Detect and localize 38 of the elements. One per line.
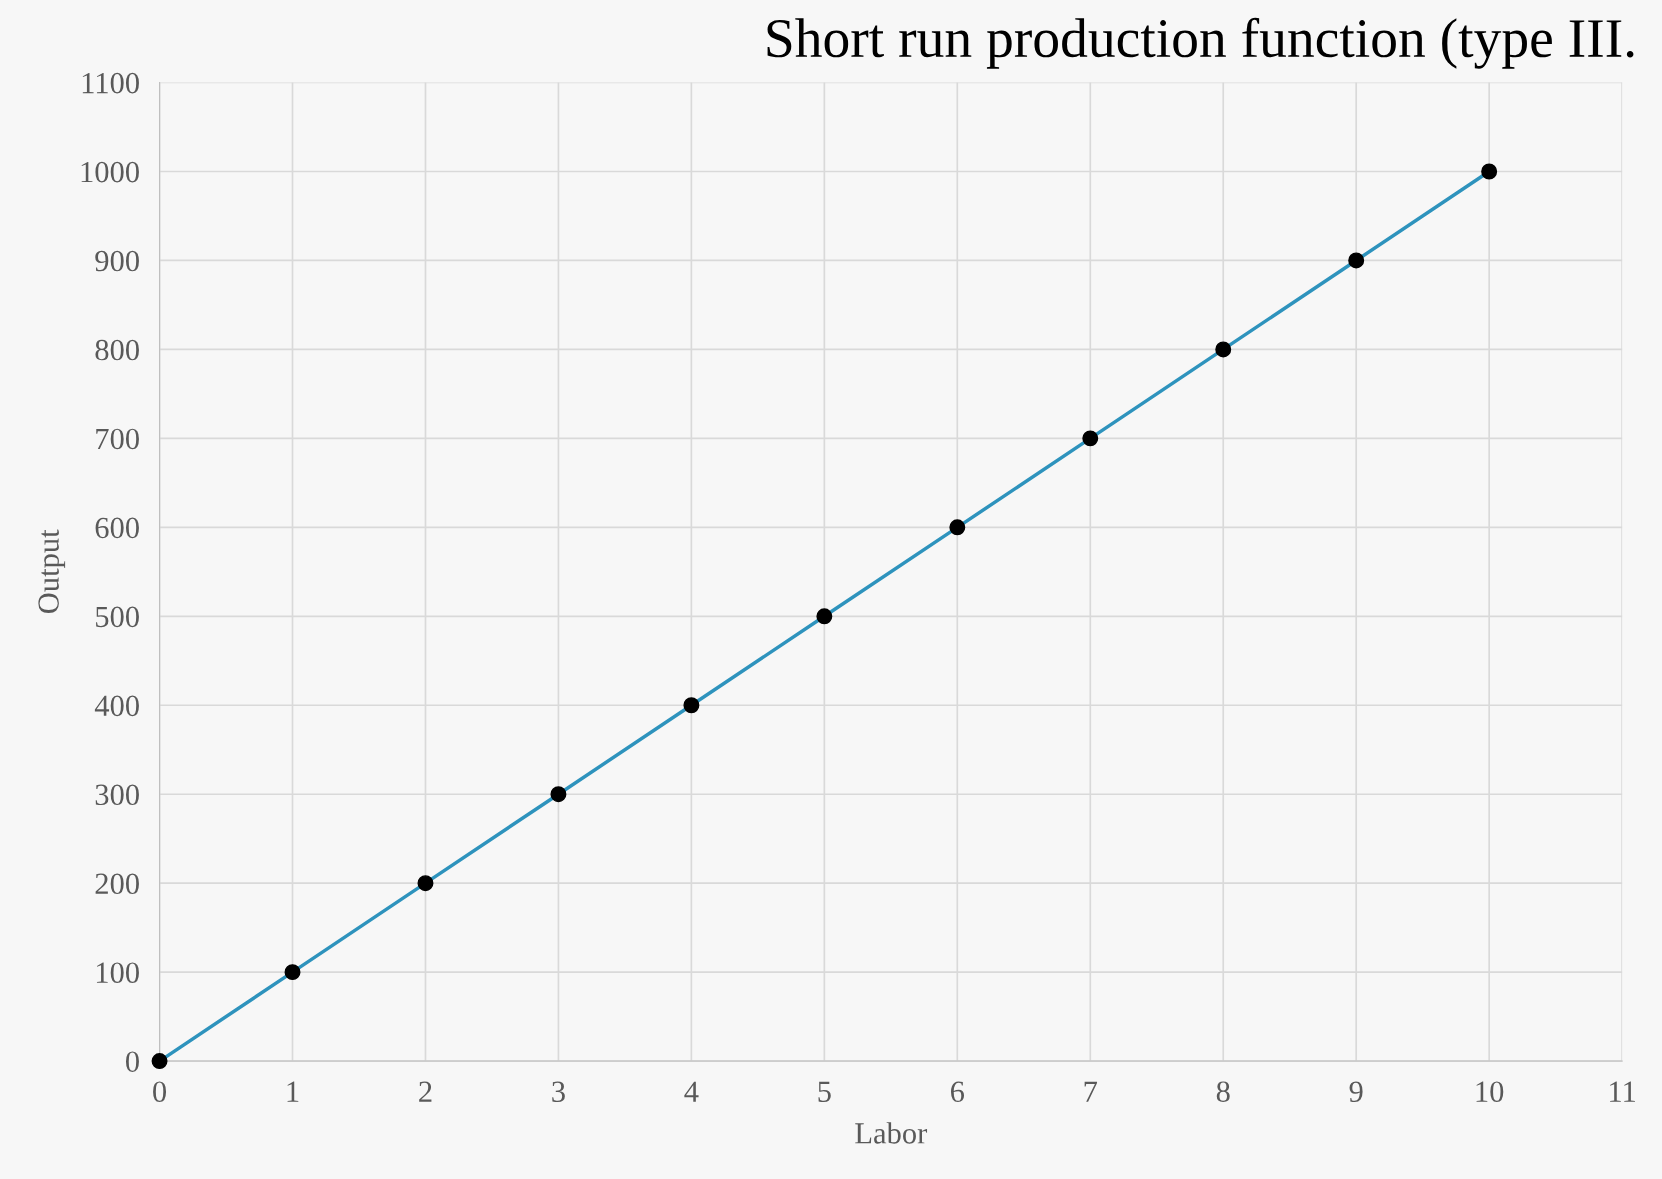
x-tick-label: 11 bbox=[1610, 1081, 1635, 1102]
chart-title: Short run production function (type III. bbox=[767, 17, 1634, 69]
y-tick-label: 200 bbox=[95, 873, 139, 895]
y-tick-label: 300 bbox=[95, 784, 139, 806]
y-tick-label: 100 bbox=[96, 962, 139, 984]
x-tick-label: 9 bbox=[1349, 1081, 1363, 1103]
x-tick-label: 3 bbox=[552, 1081, 565, 1103]
y-tick-label: 0 bbox=[125, 1051, 139, 1072]
point bbox=[949, 519, 966, 536]
point bbox=[284, 964, 301, 981]
x-tick-label: 2 bbox=[419, 1081, 432, 1102]
y-tick-label: 1000 bbox=[81, 161, 139, 183]
x-tick-label: 7 bbox=[1084, 1081, 1098, 1102]
point bbox=[417, 875, 434, 892]
y-tick-label: 700 bbox=[96, 428, 139, 450]
y-tick-label: 1100 bbox=[82, 72, 139, 94]
y-tick-label: 400 bbox=[94, 695, 139, 717]
point bbox=[683, 697, 700, 714]
point bbox=[550, 786, 567, 803]
x-tick-label: 0 bbox=[153, 1081, 167, 1103]
point bbox=[151, 1053, 168, 1070]
point bbox=[816, 608, 833, 625]
x-tick-label: 4 bbox=[684, 1081, 699, 1102]
x-tick-label: 10 bbox=[1476, 1081, 1504, 1103]
x-tick-label: 6 bbox=[950, 1081, 965, 1103]
y-tick-label: 800 bbox=[95, 339, 139, 361]
x-tick-label: 1 bbox=[287, 1081, 299, 1102]
x-tick-label: 5 bbox=[818, 1081, 831, 1103]
x-axis-title: Labor bbox=[855, 1122, 928, 1144]
point bbox=[1215, 341, 1232, 358]
point bbox=[1082, 430, 1099, 447]
point bbox=[1348, 252, 1365, 269]
y-tick-label: 500 bbox=[96, 606, 139, 628]
point bbox=[1481, 163, 1498, 180]
y-axis-title: Output bbox=[38, 529, 66, 613]
y-tick-label: 900 bbox=[95, 250, 139, 272]
x-tick-label: 8 bbox=[1216, 1081, 1230, 1103]
y-tick-label: 600 bbox=[95, 517, 139, 539]
